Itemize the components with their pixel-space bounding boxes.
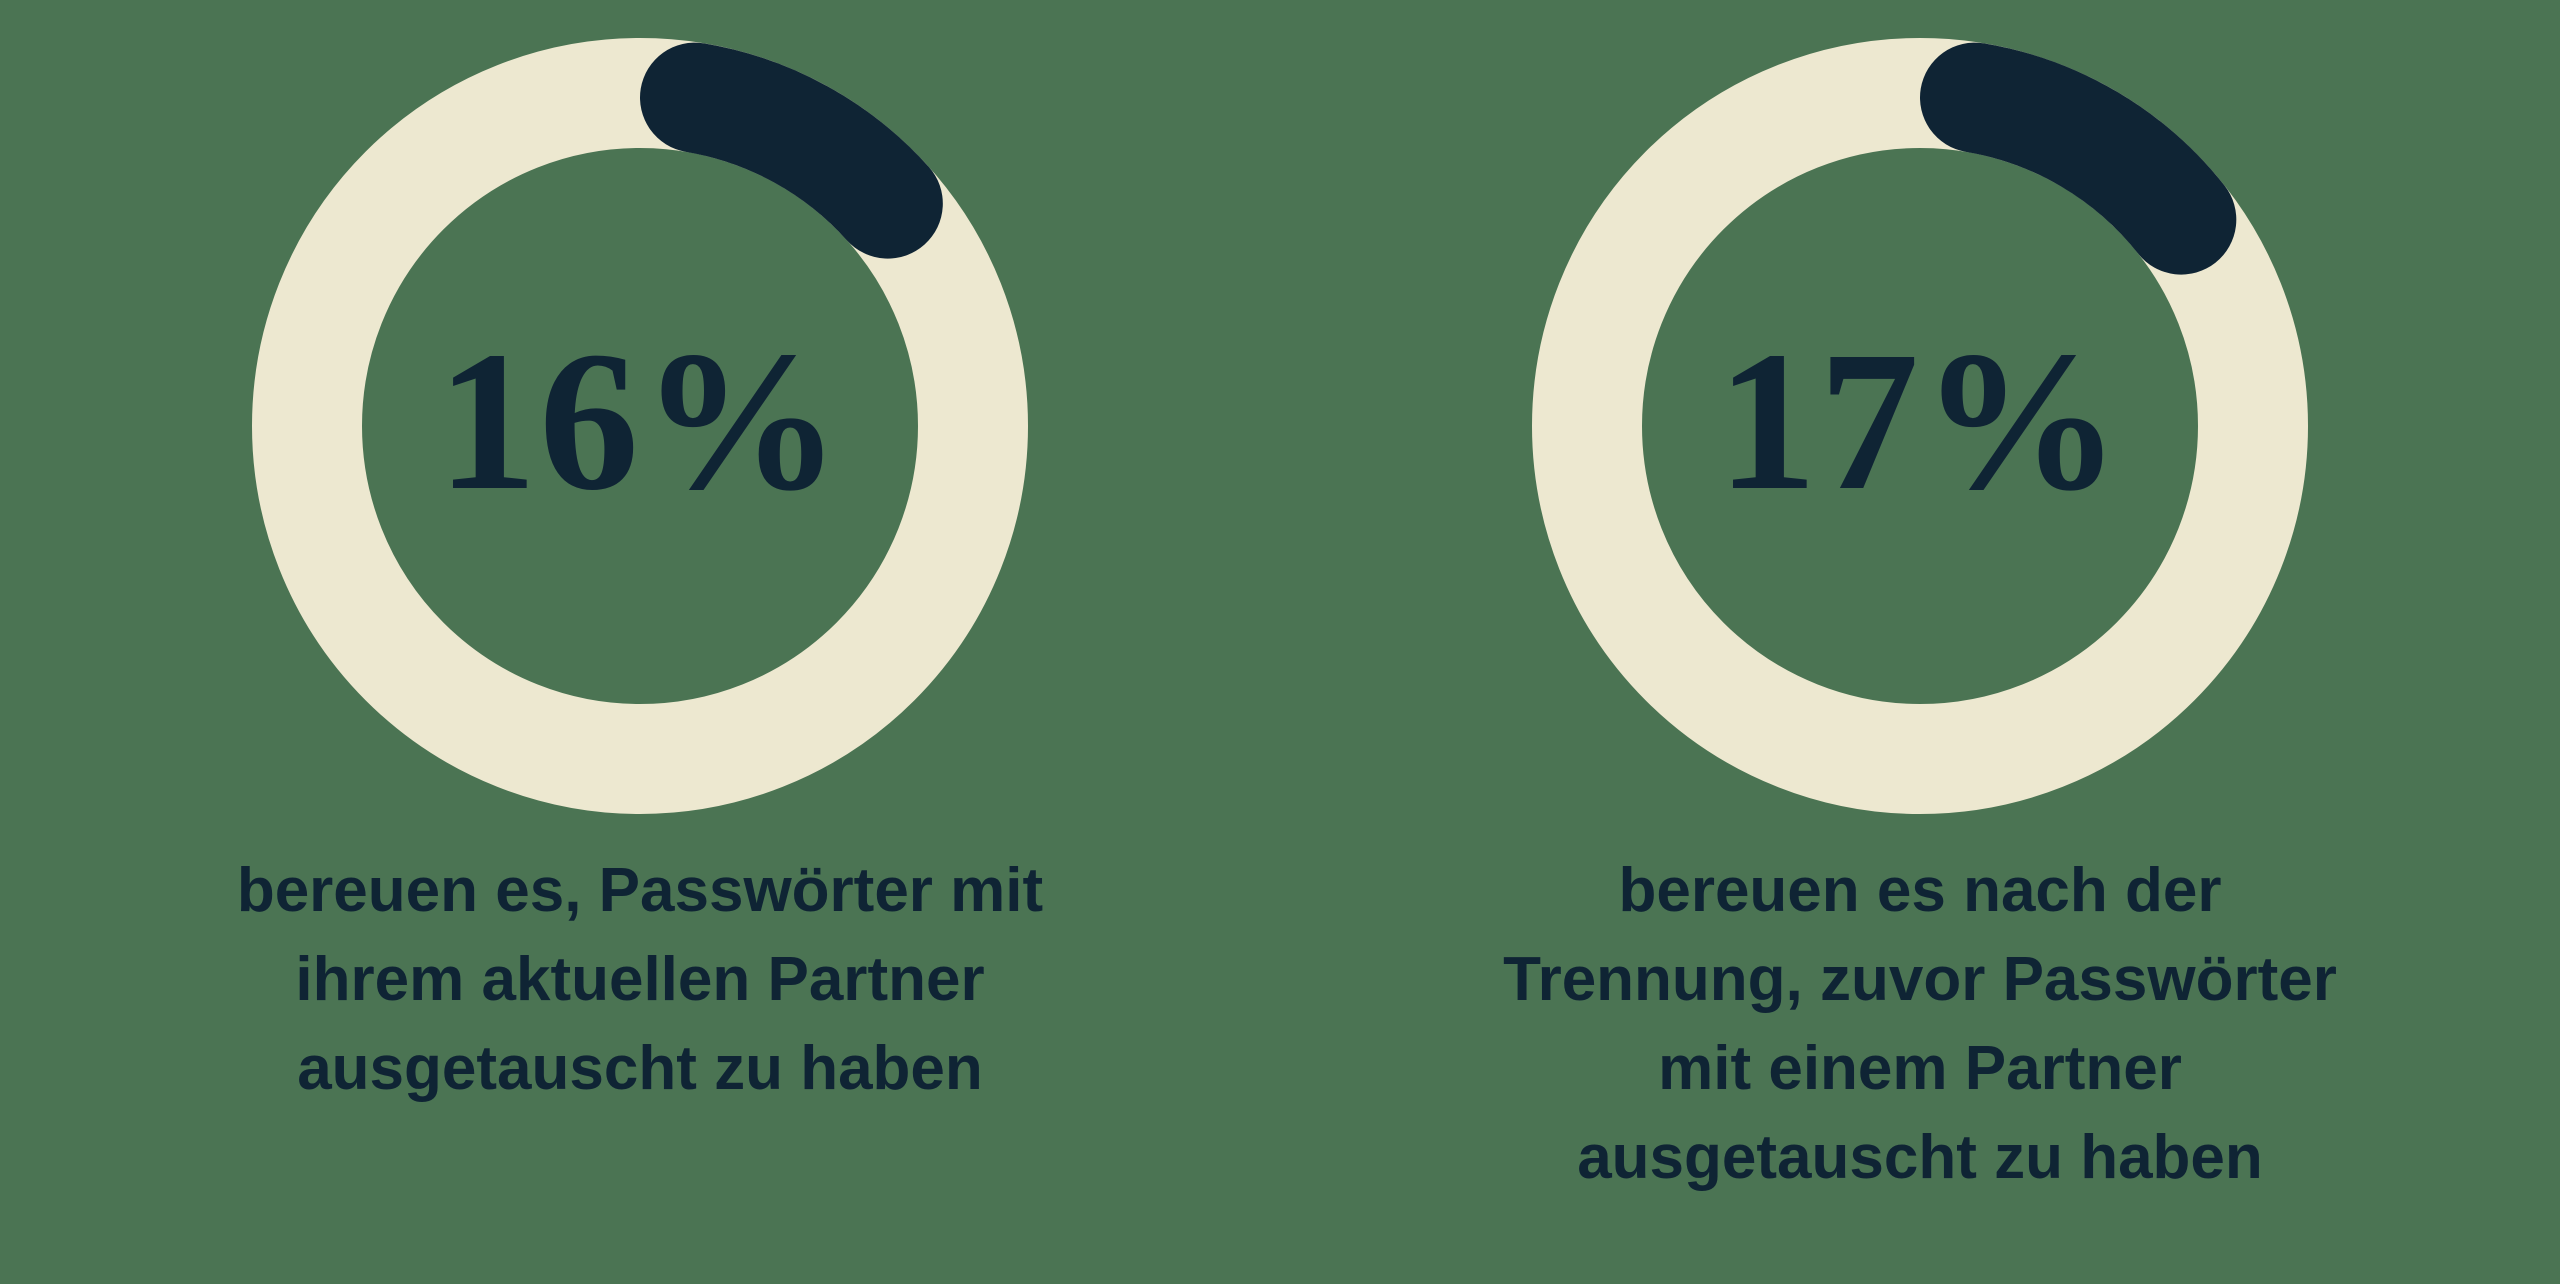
donut-chart-current-partner: 16% <box>250 36 1030 816</box>
donut-chart-ex-partner: 17% <box>1530 36 2310 816</box>
donut-track-ring <box>1532 38 2308 814</box>
stat-current-partner: 16% bereuen es, Passwörter mit ihrem akt… <box>237 36 1043 1113</box>
donut-svg <box>1532 38 2308 814</box>
donut-progress-arc <box>640 42 943 259</box>
donut-svg <box>252 38 1028 814</box>
donut-track-ring <box>252 38 1028 814</box>
stat-caption: bereuen es, Passwörter mit ihrem aktuell… <box>237 846 1043 1113</box>
donut-progress-arc <box>1920 42 2237 275</box>
caption-line: mit einem Partner <box>1658 1034 2182 1103</box>
stat-caption: bereuen es nach der Trennung, zuvor Pass… <box>1503 846 2337 1202</box>
caption-line: Trennung, zuvor Passwörter <box>1503 945 2337 1014</box>
caption-line: ausgetauscht zu haben <box>297 1034 983 1103</box>
caption-line: bereuen es, Passwörter mit <box>236 856 1044 925</box>
caption-line: ihrem aktuellen Partner <box>295 945 985 1014</box>
caption-line: bereuen es nach der <box>1618 856 2222 925</box>
percentage-label: 16% <box>437 311 843 532</box>
stat-ex-partner: 17% bereuen es nach der Trennung, zuvor … <box>1280 0 2560 1284</box>
percentage-label: 17% <box>1717 311 2123 532</box>
caption-line: ausgetauscht zu haben <box>1577 1123 2263 1192</box>
